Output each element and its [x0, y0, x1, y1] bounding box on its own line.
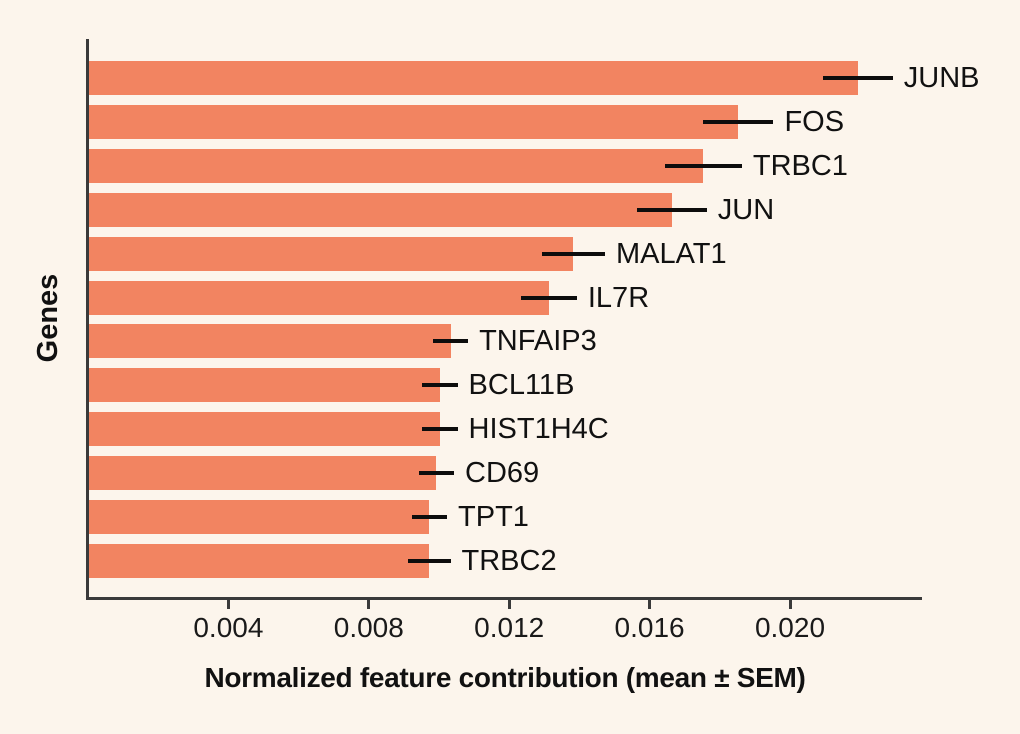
bar-label-HIST1H4C: HIST1H4C — [468, 413, 609, 446]
bar-TRBC1 — [89, 148, 704, 183]
error-bar-TRBC1 — [664, 163, 742, 168]
x-tick-mark-0.020 — [788, 600, 792, 609]
bar-label-CD69: CD69 — [465, 457, 540, 490]
y-axis-spine — [86, 39, 89, 600]
bar-JUN — [89, 192, 672, 227]
x-tick-label-0.012: 0.012 — [474, 612, 545, 643]
error-bar-HIST1H4C — [422, 427, 458, 432]
bar-FOS — [89, 104, 739, 139]
bar-label-FOS: FOS — [784, 105, 845, 138]
error-bar-TRBC2 — [408, 558, 451, 563]
bar-label-BCL11B: BCL11B — [468, 369, 575, 402]
x-tick-label-0.008: 0.008 — [333, 612, 404, 643]
bar-TNFAIP3 — [89, 324, 451, 359]
x-tick-mark-0.016 — [648, 600, 652, 609]
x-tick-label-0.004: 0.004 — [193, 612, 264, 643]
bar-IL7R — [89, 280, 549, 315]
bar-TRBC2 — [89, 543, 430, 578]
bar-label-TRBC1: TRBC1 — [752, 149, 848, 182]
error-bar-TNFAIP3 — [432, 339, 469, 344]
error-bar-JUNB — [822, 76, 893, 80]
error-bar-CD69 — [418, 471, 455, 476]
bar-label-JUNB: JUNB — [903, 62, 980, 94]
bar-BCL11B — [89, 368, 440, 403]
error-bar-TPT1 — [411, 515, 447, 519]
bar-CD69 — [89, 456, 437, 491]
x-axis-title: Normalized feature contribution (mean ± … — [204, 662, 806, 693]
y-axis-title: Genes — [32, 273, 64, 363]
bar-label-TRBC2: TRBC2 — [461, 544, 557, 577]
bar-label-JUN: JUN — [717, 193, 775, 226]
x-tick-label-0.020: 0.020 — [754, 612, 826, 643]
bar-label-TNFAIP3: TNFAIP3 — [479, 325, 597, 358]
bar-label-IL7R: IL7R — [587, 281, 650, 314]
error-bar-FOS — [703, 119, 774, 124]
error-bar-JUN — [636, 207, 707, 212]
bar-label-TPT1: TPT1 — [458, 501, 529, 533]
x-tick-mark-0.008 — [367, 600, 371, 609]
bar-label-MALAT1: MALAT1 — [615, 237, 727, 270]
error-bar-BCL11B — [422, 383, 458, 388]
x-tick-mark-0.012 — [507, 600, 511, 609]
x-axis-spine — [86, 597, 922, 600]
x-tick-label-0.016: 0.016 — [614, 612, 685, 643]
error-bar-IL7R — [520, 295, 577, 300]
bar-HIST1H4C — [89, 412, 440, 447]
bar-JUNB — [89, 61, 858, 95]
error-bar-MALAT1 — [541, 251, 605, 256]
bar-TPT1 — [89, 500, 430, 534]
bar-MALAT1 — [89, 236, 574, 271]
x-tick-mark-0.004 — [226, 600, 230, 609]
